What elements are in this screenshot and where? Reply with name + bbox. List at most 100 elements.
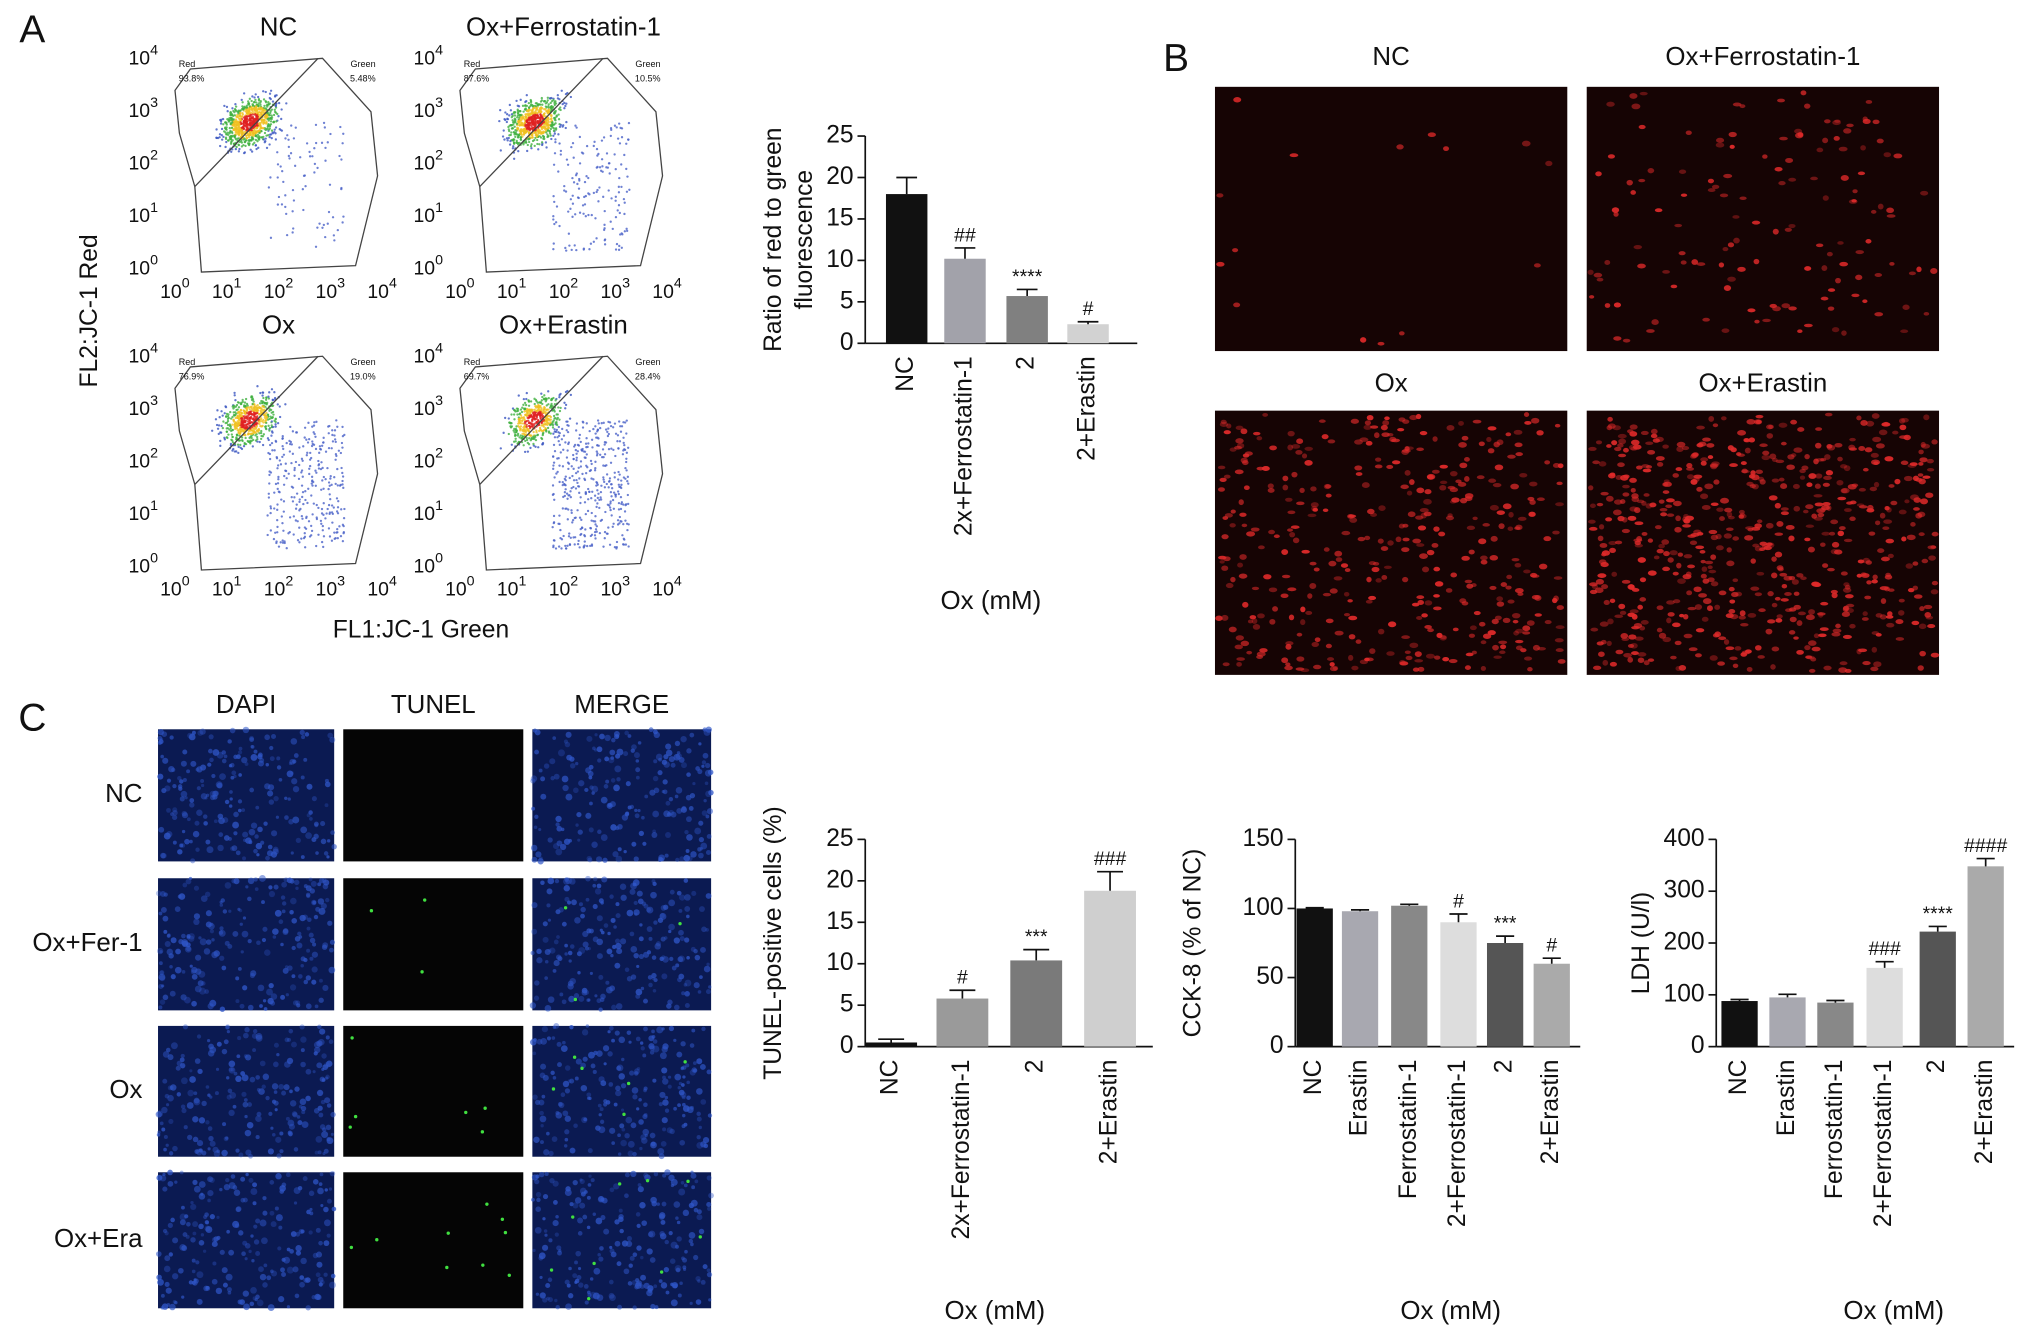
cell <box>1273 534 1280 539</box>
cell <box>1371 566 1380 573</box>
cytometry-dot <box>545 131 548 134</box>
cytometry-dot <box>237 406 241 409</box>
cytometry-dot <box>617 248 621 252</box>
cytometry-dot <box>234 134 237 137</box>
cell <box>1823 665 1832 671</box>
cell <box>1894 478 1901 485</box>
cytometry-dot <box>535 135 539 138</box>
cytometry-dot <box>270 416 273 420</box>
cytometry-dot <box>621 534 624 537</box>
cytometry-dot <box>507 417 510 420</box>
cytometry-dot <box>285 233 289 237</box>
cytometry-dot <box>240 128 243 131</box>
cytometry-dot <box>326 222 329 225</box>
cytometry-dot <box>287 532 290 535</box>
cell <box>1688 647 1698 652</box>
cytometry-dot <box>252 409 256 412</box>
cytometry-dot <box>525 414 528 417</box>
cell <box>1442 657 1450 662</box>
cytometry-dot <box>564 104 567 108</box>
cell <box>1750 586 1760 591</box>
cell <box>1366 415 1374 421</box>
cytometry-dot <box>322 475 326 479</box>
cytometry-dot <box>302 536 306 540</box>
x-tick-label: 103 <box>601 573 631 600</box>
tick-exponent: 0 <box>150 550 158 566</box>
cell <box>1631 588 1640 592</box>
cytometry-dot <box>561 481 564 484</box>
cell <box>1295 450 1303 455</box>
cytometry-dot <box>531 126 534 129</box>
cell <box>1746 481 1754 487</box>
cytometry-dot <box>270 129 274 132</box>
cell <box>1647 538 1654 543</box>
cytometry-dot <box>242 123 246 127</box>
cytometry-dot <box>236 416 239 420</box>
cell <box>1464 476 1470 482</box>
cytometry-dot <box>341 483 344 486</box>
cell <box>1423 511 1432 517</box>
cytometry-dot <box>249 405 252 409</box>
cell <box>1821 505 1830 511</box>
cytometry-dot <box>594 460 597 464</box>
cytometry-dot <box>248 97 251 100</box>
cytometry-dot <box>537 408 540 411</box>
cytometry-dot <box>279 463 283 466</box>
cytometry-dot <box>249 442 252 445</box>
cytometry-dot <box>537 148 540 151</box>
cytometry-dot <box>615 242 619 246</box>
cytometry-dot <box>247 103 250 106</box>
cell <box>1553 576 1563 580</box>
cytometry-dot <box>294 519 298 522</box>
cell <box>1925 492 1934 498</box>
cytometry-dot <box>536 142 539 146</box>
cell <box>1732 536 1740 541</box>
cytometry-dot <box>285 441 288 445</box>
cytometry-dot <box>558 396 561 399</box>
cytometry-dot <box>526 416 529 419</box>
cytometry-dot <box>553 152 557 155</box>
cytometry-dot <box>516 128 520 131</box>
cell <box>1329 662 1335 667</box>
cytometry-dot <box>608 172 611 175</box>
cell <box>1723 285 1732 291</box>
cytometry-dot <box>238 114 241 118</box>
cytometry-dot <box>260 429 263 433</box>
cell <box>1296 438 1304 444</box>
cell <box>1659 507 1668 512</box>
micrograph <box>1214 86 1568 352</box>
cytometry-dot <box>225 105 229 109</box>
cytometry-dot <box>244 139 248 142</box>
cell <box>1700 559 1706 564</box>
cell <box>1678 664 1687 671</box>
tick-exponent: 1 <box>150 498 158 514</box>
cytometry-dot <box>565 249 568 252</box>
cell <box>1634 540 1641 546</box>
cell <box>1707 565 1713 570</box>
cytometry-dot <box>602 136 606 139</box>
cell <box>1871 646 1878 653</box>
cell <box>1818 633 1827 638</box>
cell <box>1220 419 1227 425</box>
cytometry-dot <box>340 508 343 511</box>
cytometry-dot <box>549 127 553 131</box>
cytometry-dot <box>603 486 607 489</box>
tick-exponent: 2 <box>150 147 158 163</box>
cell <box>1662 269 1670 274</box>
cell <box>1739 196 1747 200</box>
cell <box>1638 124 1646 130</box>
cell <box>1837 496 1847 501</box>
cell <box>1614 614 1624 619</box>
cell <box>1344 568 1351 573</box>
tick-base: 10 <box>129 205 151 227</box>
cytometry-dot <box>566 430 570 434</box>
cytometry-dot <box>506 117 510 121</box>
cytometry-dot <box>259 103 262 106</box>
gate-value: 5.48% <box>350 73 376 83</box>
cytometry-dot <box>519 414 523 417</box>
cytometry-dot <box>576 182 579 186</box>
cytometry-dot <box>308 458 312 461</box>
cell <box>1307 513 1317 518</box>
cytometry-dot <box>267 395 270 398</box>
cytometry-dot <box>334 482 337 486</box>
